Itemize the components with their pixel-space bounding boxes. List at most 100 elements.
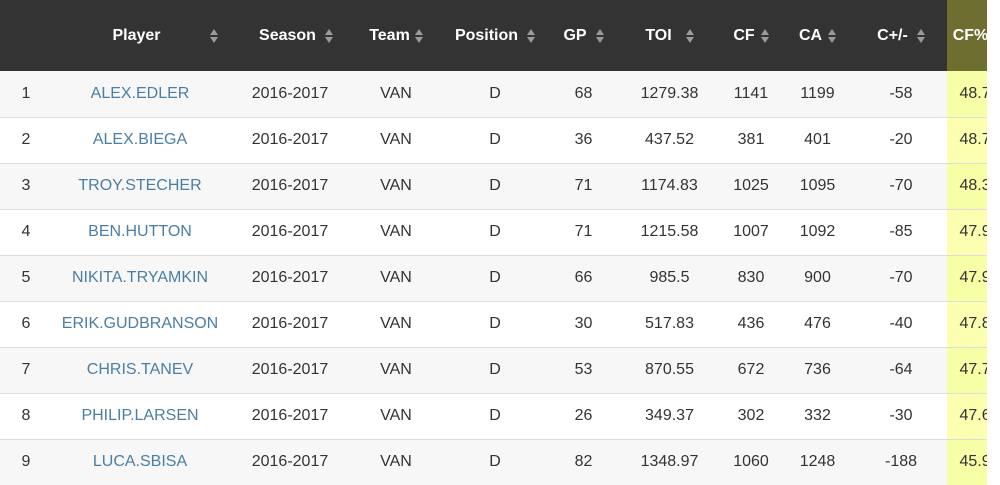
cell-position: D — [489, 223, 501, 240]
cell-cf: 1060 — [733, 453, 769, 470]
cell-position: D — [489, 453, 501, 470]
cell-cpm: -188 — [884, 453, 918, 470]
cell-player[interactable]: NIKITA.TRYAMKIN — [71, 269, 208, 286]
col-header-season-label: Season — [259, 26, 316, 44]
table-row: 9 LUCA.SBISA 2016-2017 VAN D 82 1348.97 1060 124… — [0, 439, 1000, 485]
cell-toi: 985.5 — [649, 269, 690, 286]
cell-player[interactable]: PHILIP.LARSEN — [81, 407, 199, 424]
sort-arrows-icon[interactable] — [685, 28, 694, 43]
cell-season: 2016-2017 — [251, 177, 329, 194]
col-header-player[interactable]: Player — [52, 0, 228, 71]
cell-cpm: -40 — [889, 315, 913, 332]
cell-ca: 1095 — [799, 177, 836, 194]
col-header-cfpct-label: CF% — [952, 26, 989, 44]
page-edge — [987, 0, 1000, 485]
table-body: 1 ALEX.EDLER 2016-2017 VAN D 68 1279.38 1141 119… — [0, 71, 1000, 485]
cell-cf: 381 — [737, 131, 765, 148]
cell-gp: 68 — [574, 84, 593, 102]
col-header-gp-label: GP — [563, 26, 587, 44]
cell-player[interactable]: ALEX.BIEGA — [92, 131, 188, 148]
table-row: 3 TROY.STECHER 2016-2017 VAN D 71 1174.83 1025 1… — [0, 163, 1000, 209]
cell-gp: 53 — [574, 361, 593, 378]
col-header-team[interactable]: Team — [352, 0, 440, 71]
table-header-row: Player Season Team — [0, 0, 1000, 71]
cell-team: VAN — [380, 361, 412, 378]
col-header-toi[interactable]: TOI — [617, 0, 722, 71]
sort-arrows-icon[interactable] — [760, 28, 769, 43]
cell-player[interactable]: ERIK.GUDBRANSON — [61, 315, 219, 332]
cell-cf: 302 — [737, 407, 765, 424]
cell-player[interactable]: LUCA.SBISA — [92, 453, 188, 470]
cell-player[interactable]: CHRIS.TANEV — [86, 361, 194, 378]
cell-season: 2016-2017 — [251, 131, 329, 148]
col-header-gp[interactable]: GP — [550, 0, 617, 71]
cell-ca: 332 — [804, 407, 831, 424]
cell-rank: 4 — [21, 223, 31, 240]
cell-player[interactable]: BEN.HUTTON — [88, 223, 192, 240]
cell-team: VAN — [380, 453, 412, 470]
cell-cpm: -85 — [889, 223, 913, 240]
col-header-team-label: Team — [369, 26, 410, 44]
table-row: 2 ALEX.BIEGA 2016-2017 VAN D 36 437.52 381 401 -2… — [0, 117, 1000, 163]
cell-cf: 1025 — [733, 177, 769, 194]
cell-ca: 1248 — [799, 453, 836, 470]
cell-toi: 1279.38 — [640, 84, 699, 102]
cell-ca: 900 — [804, 269, 831, 286]
table-row: 6 ERIK.GUDBRANSON 2016-2017 VAN D 30 517.83 436… — [0, 301, 1000, 347]
cell-position: D — [489, 269, 501, 286]
cell-cf: 830 — [737, 269, 765, 286]
col-header-position[interactable]: Position — [440, 0, 550, 71]
table-row: 1 ALEX.EDLER 2016-2017 VAN D 68 1279.38 1141 119… — [0, 71, 1000, 117]
cell-position: D — [489, 84, 501, 102]
sort-arrows-icon[interactable] — [916, 28, 925, 43]
cell-rank: 7 — [21, 361, 31, 378]
cell-gp: 30 — [574, 315, 593, 332]
cell-team: VAN — [380, 223, 412, 240]
cell-rank: 5 — [21, 269, 31, 286]
sort-arrows-icon[interactable] — [324, 28, 333, 43]
cell-cpm: -64 — [889, 361, 913, 378]
cell-team: VAN — [380, 407, 412, 424]
cell-cpm: -58 — [889, 84, 913, 102]
cell-season: 2016-2017 — [251, 223, 329, 240]
col-header-season[interactable]: Season — [228, 0, 352, 71]
cell-season: 2016-2017 — [251, 84, 329, 102]
col-header-cf[interactable]: CF — [722, 0, 780, 71]
cell-gp: 36 — [574, 131, 593, 148]
cell-team: VAN — [380, 84, 412, 102]
cell-player[interactable]: ALEX.EDLER — [90, 84, 190, 102]
cell-rank: 6 — [21, 315, 31, 332]
sort-arrows-icon[interactable] — [527, 28, 536, 43]
col-header-rank — [0, 0, 52, 71]
col-header-cpm[interactable]: C+/- — [855, 0, 947, 71]
cell-toi: 1174.83 — [641, 177, 698, 194]
sort-arrows-icon[interactable] — [595, 28, 604, 43]
table-row: 5 NIKITA.TRYAMKIN 2016-2017 VAN D 66 985.5 830 9… — [0, 255, 1000, 301]
cell-season: 2016-2017 — [251, 269, 329, 286]
cell-ca: 736 — [804, 361, 831, 378]
cell-toi: 1348.97 — [640, 453, 699, 470]
cell-cf: 1141 — [733, 84, 769, 102]
cell-position: D — [489, 361, 501, 378]
col-header-toi-label: TOI — [645, 26, 672, 44]
cell-player[interactable]: TROY.STECHER — [78, 177, 202, 194]
cell-toi: 517.83 — [645, 315, 694, 332]
col-header-cf-label: CF — [733, 26, 755, 44]
cell-cpm: -70 — [889, 177, 913, 194]
cell-cf: 436 — [737, 315, 765, 332]
cell-season: 2016-2017 — [251, 361, 329, 378]
cell-gp: 66 — [574, 269, 593, 286]
cell-ca: 1092 — [799, 223, 836, 240]
sort-arrows-icon[interactable] — [828, 28, 837, 43]
cell-cf: 1007 — [733, 223, 769, 240]
col-header-ca[interactable]: CA — [780, 0, 855, 71]
cell-position: D — [489, 315, 501, 332]
sort-arrows-icon[interactable] — [414, 28, 423, 43]
table-row: 4 BEN.HUTTON 2016-2017 VAN D 71 1215.58 1007 109… — [0, 209, 1000, 255]
table-row: 7 CHRIS.TANEV 2016-2017 VAN D 53 870.55 672 736 -… — [0, 347, 1000, 393]
sort-arrows-icon[interactable] — [209, 28, 218, 43]
cell-position: D — [489, 407, 501, 424]
cell-team: VAN — [380, 131, 412, 148]
cell-rank: 8 — [21, 407, 31, 424]
